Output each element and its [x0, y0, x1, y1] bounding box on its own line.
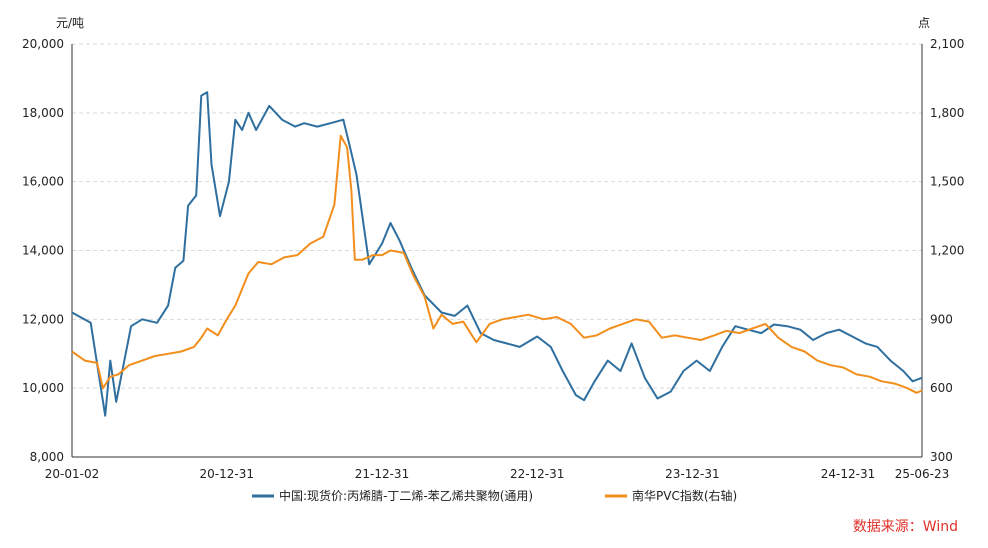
- source-note: 数据来源：Wind: [852, 519, 958, 535]
- left-y-tick-label: 16,000: [22, 175, 64, 189]
- left-y-tick-label: 20,000: [22, 37, 64, 51]
- x-tick-label: 24-12-31: [821, 467, 875, 481]
- x-tick-label: 20-12-31: [200, 467, 254, 481]
- right-axis-unit: 点: [918, 16, 930, 30]
- left-y-tick-label: 14,000: [22, 244, 64, 258]
- legend: 中国:现货价:丙烯腈-丁二烯-苯乙烯共聚物(通用) 南华PVC指数(右轴): [252, 488, 737, 503]
- right-y-tick-label: 300: [930, 450, 953, 464]
- x-tick-label: 25-06-23: [895, 467, 949, 481]
- x-tick-label: 21-12-31: [355, 467, 409, 481]
- left-y-tick-label: 10,000: [22, 381, 64, 395]
- legend-label: 南华PVC指数(右轴): [632, 488, 737, 503]
- right-y-tick-label: 1,800: [930, 106, 964, 120]
- right-y-tick-label: 1,200: [930, 244, 964, 258]
- left-y-tick-label: 8,000: [30, 450, 64, 464]
- axes: [71, 44, 923, 458]
- x-tick-label: 23-12-31: [665, 467, 719, 481]
- x-axis-ticks: 20-01-02 20-12-31 21-12-31 22-12-31 23-12-31…: [45, 467, 949, 481]
- abs-price-line: [71, 91, 923, 417]
- right-y-tick-label: 900: [930, 312, 953, 326]
- right-y-tick-label: 2,100: [930, 37, 964, 51]
- right-y-axis-ticks: 2,100 1,800 1,500 1,200 900 600 300: [930, 37, 964, 464]
- grid-lines: [72, 43, 922, 389]
- left-y-tick-label: 12,000: [22, 312, 64, 326]
- right-y-tick-label: 600: [930, 381, 953, 395]
- left-y-axis-ticks: 20,000 18,000 16,000 14,000 12,000 10,000 8,00…: [22, 37, 64, 464]
- right-y-tick-label: 1,500: [930, 175, 964, 189]
- left-axis-unit: 元/吨: [56, 16, 84, 30]
- left-y-tick-label: 18,000: [22, 106, 64, 120]
- x-tick-label: 20-01-02: [45, 467, 99, 481]
- x-tick-label: 22-12-31: [510, 467, 564, 481]
- series-lines: [71, 91, 923, 417]
- pvc-index-line: [71, 134, 923, 394]
- legend-label: 中国:现货价:丙烯腈-丁二烯-苯乙烯共聚物(通用): [279, 488, 533, 503]
